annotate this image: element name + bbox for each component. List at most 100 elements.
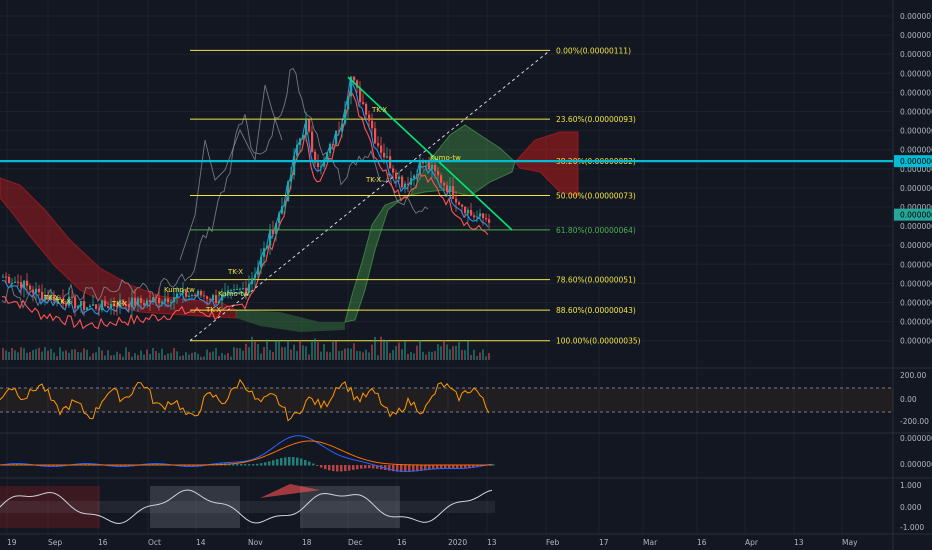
macd-histogram-bar xyxy=(356,465,359,470)
macd-histogram-bar xyxy=(340,465,343,472)
candle-body xyxy=(23,280,26,289)
candle-body xyxy=(35,288,38,293)
candle-body xyxy=(212,295,215,301)
macd-histogram-bar xyxy=(460,465,463,469)
macd-histogram-bar xyxy=(256,463,259,466)
macd-histogram-bar xyxy=(388,465,391,471)
cloud-bear-right xyxy=(514,131,579,197)
volume-bar xyxy=(278,340,280,360)
volume-bar xyxy=(293,344,295,360)
time-tick-label: 18 xyxy=(302,538,312,547)
macd-panel[interactable]: 0.00000010 0.00000000 xyxy=(0,434,932,473)
candle-body xyxy=(215,295,218,303)
volume-bar xyxy=(167,353,169,360)
macd-histogram-bar xyxy=(236,463,239,466)
volume-bar xyxy=(203,356,205,360)
candle-body xyxy=(221,294,224,301)
annotation-label: TK-X xyxy=(43,294,59,302)
macd-histogram-bar xyxy=(332,465,335,472)
candle-body xyxy=(317,162,320,168)
candle-body xyxy=(398,176,401,180)
fibonacci-retracement[interactable]: 0.00%(0.00000111)23.60%(0.00000093)38.20… xyxy=(189,46,641,346)
macd-histogram-bar xyxy=(416,465,419,472)
volume-bar xyxy=(8,352,10,360)
volume-bar xyxy=(359,351,361,360)
volume-bar xyxy=(449,349,451,360)
macd-histogram-bar xyxy=(448,465,451,470)
volume-bar xyxy=(305,346,307,360)
price-tick-label: 0.00000070 xyxy=(900,203,932,212)
candle-body xyxy=(278,213,281,224)
annotation-label: Kumo-tw xyxy=(164,286,195,294)
volume-bar xyxy=(89,356,91,360)
candle-body xyxy=(59,297,62,299)
osc-peak-fill xyxy=(260,484,320,498)
candle-body xyxy=(2,276,5,278)
candle-body xyxy=(173,297,176,302)
volume-bar xyxy=(479,352,481,360)
volume-bar xyxy=(17,352,19,360)
volume-bar xyxy=(134,353,136,360)
volume-bar xyxy=(377,355,379,360)
volume-bar xyxy=(251,336,253,360)
volume-bar xyxy=(173,348,175,360)
volume-bar xyxy=(452,346,454,360)
price-tick-label: 0.00000095 xyxy=(900,108,932,117)
macd-histogram-bar xyxy=(336,465,339,472)
macd-tick-label: 0.00000010 xyxy=(900,434,932,443)
candle-body xyxy=(5,276,8,278)
candle-body xyxy=(119,299,122,308)
time-tick-label: Apr xyxy=(745,538,759,547)
candle-body xyxy=(245,288,248,293)
candle-body xyxy=(482,213,485,219)
candle-body xyxy=(8,276,11,284)
volume-bar xyxy=(233,346,235,360)
candle-body xyxy=(248,283,251,293)
candle-body xyxy=(56,297,59,302)
macd-histogram-bar xyxy=(432,465,435,470)
volume-bar xyxy=(56,356,58,360)
volume-bar xyxy=(386,340,388,360)
volume-bar xyxy=(113,354,115,360)
volume-bar xyxy=(218,355,220,360)
candle-body xyxy=(431,165,434,170)
volume-bar xyxy=(2,348,4,360)
price-axis[interactable]: 0.00000120 0.00000115 0.00000110 0.00000105… xyxy=(894,12,932,346)
volume-bar xyxy=(308,354,310,360)
macd-histogram-bar xyxy=(436,465,439,470)
candle-body xyxy=(338,130,341,132)
macd-tick-label: 0.00000000 xyxy=(900,460,932,469)
macd-histogram-bar xyxy=(444,465,447,470)
macd-histogram-bar xyxy=(252,464,255,466)
macd-histogram-bar xyxy=(352,465,355,470)
candle-body xyxy=(299,138,302,145)
macd-histogram-bar xyxy=(420,465,423,471)
volume-bar xyxy=(476,355,478,360)
macd-histogram-bar xyxy=(364,465,367,469)
volume-bar xyxy=(38,347,40,360)
price-tick-label: 0.00000045 xyxy=(900,299,932,308)
candle-body xyxy=(77,305,80,309)
trend-drawings[interactable] xyxy=(0,76,893,231)
price-tick-label: 0.00000060 xyxy=(900,241,932,250)
volume-bar xyxy=(71,349,73,360)
volume-bar xyxy=(314,338,316,360)
candle-body xyxy=(83,301,86,310)
macd-line xyxy=(0,435,493,472)
candle-body xyxy=(374,128,377,144)
oscillator-panel[interactable]: 1.000 0.000 -1.000 xyxy=(0,481,924,532)
volume-bar xyxy=(110,355,112,360)
time-axis[interactable]: 19 Sep 16 Oct 14 Nov 18 Dec 16 2020 13 Feb 17 Mar 16 Ap… xyxy=(7,538,858,547)
candle-body xyxy=(260,256,263,268)
candle-body xyxy=(251,278,254,284)
volume-bar xyxy=(92,353,94,360)
price-tick-label: 0.00000090 xyxy=(900,127,932,136)
volume-bar xyxy=(161,348,163,360)
price-tick-label: 0.00000035 xyxy=(900,337,932,346)
macd-histogram-bar xyxy=(244,464,247,466)
candle-body xyxy=(89,305,92,308)
volume-bar xyxy=(311,342,313,360)
volume-bar xyxy=(59,347,61,360)
cci-panel[interactable]: 200.00 0.00 -200.00 xyxy=(0,371,929,426)
